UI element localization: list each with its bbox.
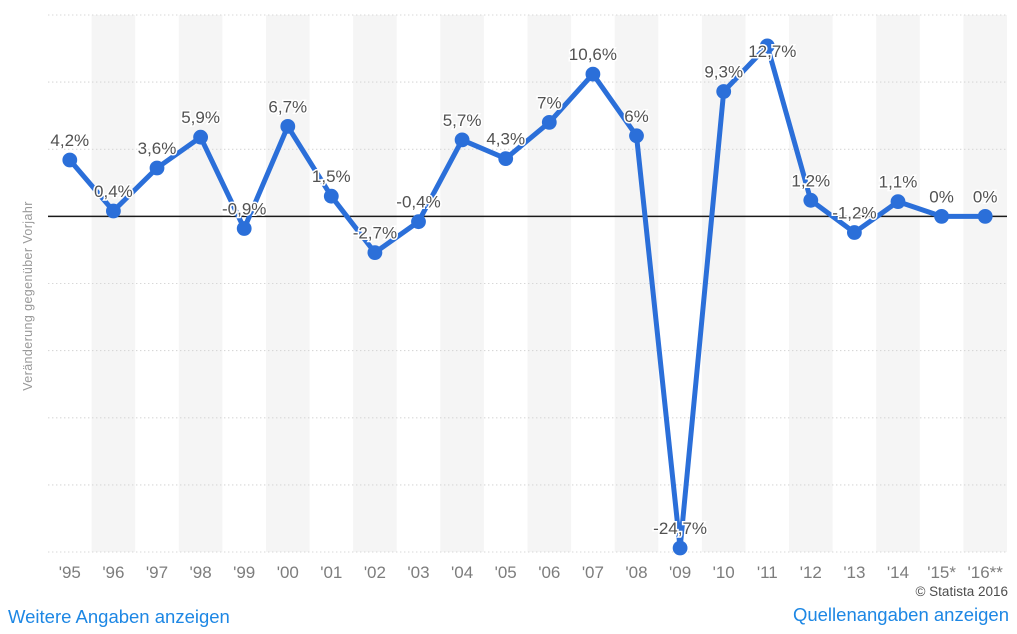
data-point[interactable] [629, 128, 644, 144]
data-point-label: 1,2% [791, 171, 830, 190]
data-point[interactable] [411, 214, 426, 230]
data-point-label: 9,3% [704, 63, 743, 82]
x-tick-label: '00 [277, 563, 299, 582]
data-point[interactable] [977, 209, 993, 224]
data-point-label: -0,4% [396, 193, 440, 212]
x-tick-label: '06 [538, 563, 560, 582]
x-tick-label: '13 [843, 563, 865, 582]
data-point[interactable] [803, 192, 819, 208]
x-tick-label: '96 [102, 563, 124, 582]
data-point-label: -24,7% [653, 519, 707, 538]
data-point[interactable] [62, 152, 78, 168]
data-point-label: -0,9% [222, 200, 266, 219]
data-point[interactable] [193, 129, 209, 145]
data-point[interactable] [106, 203, 121, 219]
data-point-label: 0% [929, 187, 954, 206]
x-tick-label: '01 [320, 563, 342, 582]
data-point[interactable] [759, 38, 775, 54]
x-tick-label: '03 [407, 563, 429, 582]
data-point-label: 10,6% [569, 45, 617, 64]
data-point-label: 7% [537, 93, 562, 112]
data-point-label: 4,3% [486, 130, 525, 149]
line-chart-canvas: 4,2% 0,4% 3,6%5,9% -0,9% 6,7% 1,5% -2,7% -0,4% 5… [48, 14, 1007, 582]
y-axis-title: Veränderung gegenüber Vorjahr [21, 201, 35, 391]
x-tick-label: '08 [625, 563, 647, 582]
data-point[interactable] [280, 119, 296, 134]
data-point-label: 12,7% [748, 42, 796, 61]
data-point-label: 1,5% [312, 167, 351, 186]
data-point-label: 0% [973, 187, 998, 206]
x-tick-label: '11 [757, 563, 778, 582]
more-info-link[interactable]: Weitere Angaben anzeigen [8, 606, 230, 627]
x-tick-label: '09 [669, 563, 691, 582]
x-tick-label: '12 [800, 563, 822, 582]
x-tick-label: '95 [59, 563, 81, 582]
data-point[interactable] [498, 151, 514, 167]
data-line [67, 43, 988, 551]
data-point-label: 4,2% [50, 131, 89, 150]
data-point[interactable] [890, 194, 906, 210]
x-tick-label: '05 [495, 563, 517, 582]
data-point[interactable] [847, 225, 862, 240]
background-stripe [353, 15, 397, 552]
data-point[interactable] [454, 132, 470, 148]
data-point[interactable] [672, 540, 688, 556]
data-point[interactable] [367, 245, 383, 260]
copyright-notice: © Statista 2016 [915, 584, 1008, 599]
x-tick-label: '04 [451, 563, 473, 582]
background-stripe [789, 15, 833, 552]
x-tick-label: '16** [968, 563, 1004, 582]
data-point-label: 1,1% [879, 173, 918, 192]
data-point[interactable] [541, 115, 557, 130]
x-tick-label: '02 [364, 563, 386, 582]
data-point-label: -1,2% [832, 204, 876, 223]
data-point-label: 0,4% [94, 182, 133, 201]
data-point[interactable] [716, 84, 732, 99]
x-tick-label: '97 [146, 563, 168, 582]
data-point-label: 5,7% [443, 111, 482, 130]
data-point-label: 6,7% [268, 97, 307, 116]
x-tick-label: '10 [713, 563, 735, 582]
data-point[interactable] [934, 209, 949, 224]
data-point[interactable] [236, 221, 252, 236]
x-tick-label: '98 [190, 563, 212, 582]
data-point[interactable] [585, 66, 601, 82]
x-tick-label: '14 [887, 563, 909, 582]
data-point[interactable] [149, 160, 165, 176]
sources-link[interactable]: Quellenangaben anzeigen [792, 604, 1009, 625]
x-tick-label: '99 [233, 563, 255, 582]
data-point-label: 3,6% [138, 139, 177, 158]
data-point-label: 5,9% [181, 108, 220, 127]
data-point-label: -2,7% [353, 224, 397, 243]
x-tick-label: '07 [582, 563, 604, 582]
x-tick-label: '15* [927, 563, 956, 582]
data-point[interactable] [323, 188, 339, 204]
data-point-label: 6% [624, 107, 649, 126]
